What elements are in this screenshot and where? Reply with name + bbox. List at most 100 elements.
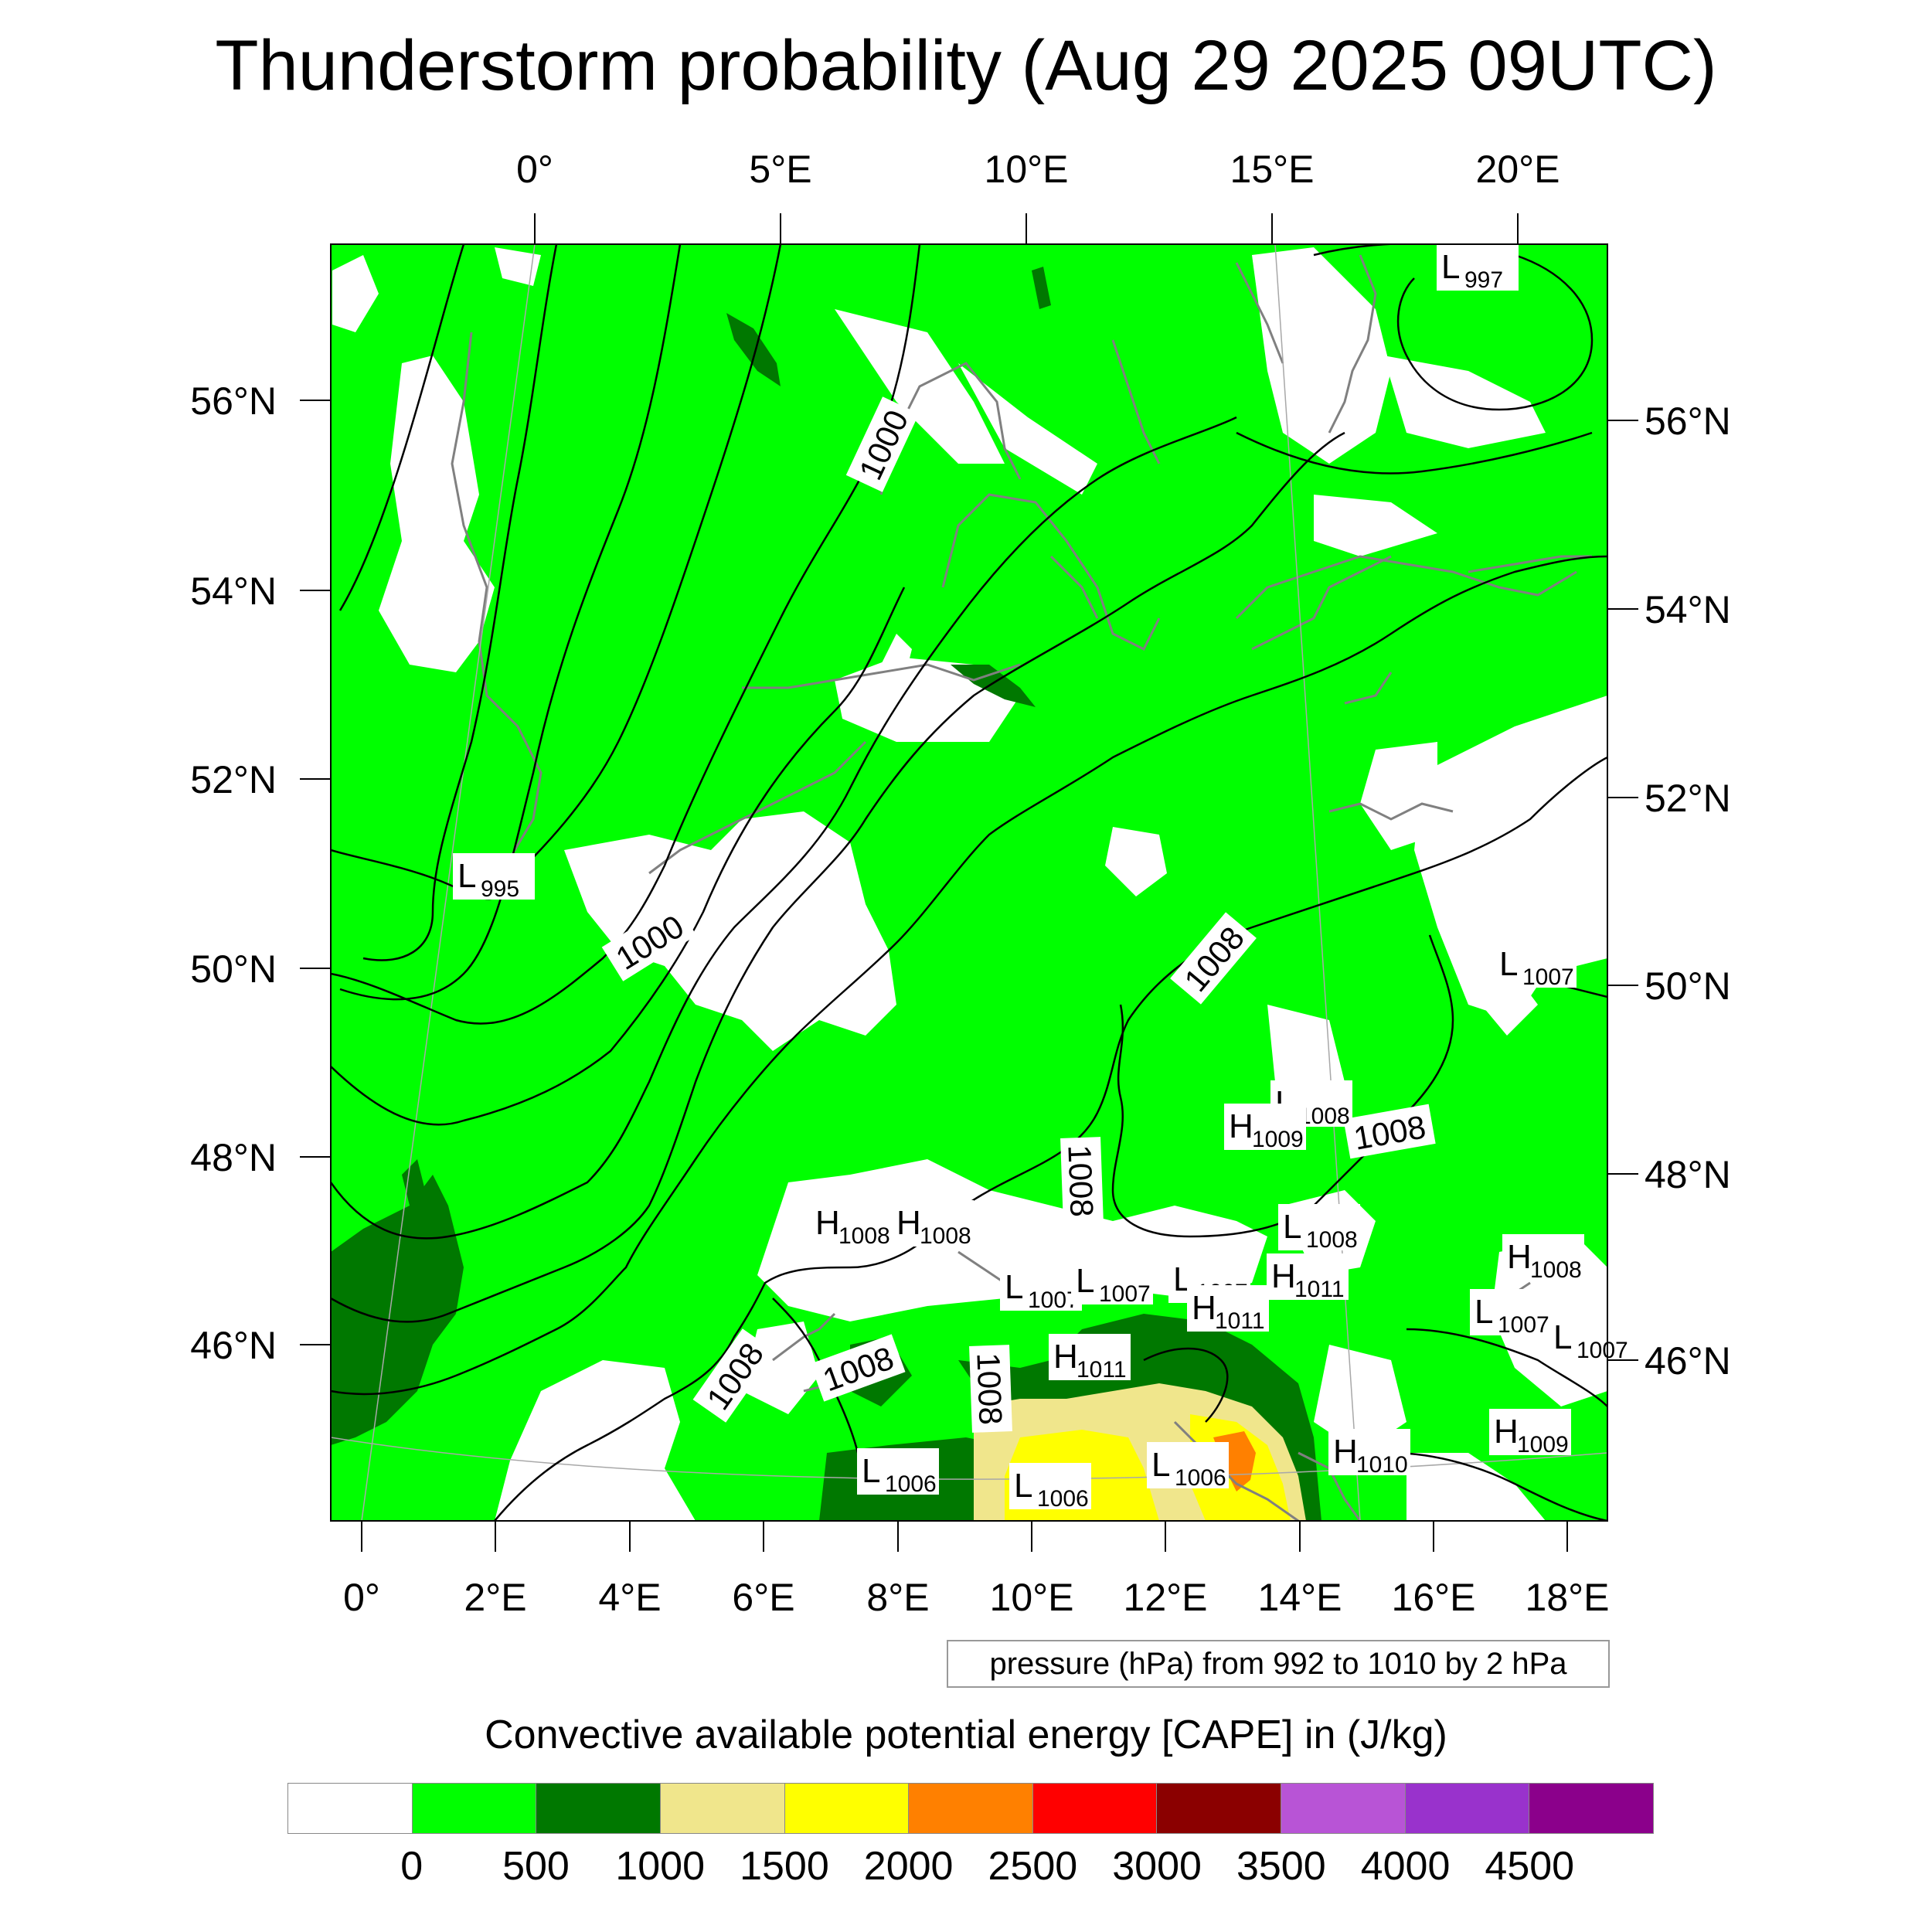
coastline — [1111, 339, 1161, 464]
bottom-lon-label: 8°E — [866, 1576, 929, 1619]
no-cape-area — [495, 247, 541, 286]
pressure-center-box — [1071, 1258, 1153, 1304]
no-cape-area — [1383, 355, 1546, 448]
isobar-label: 1008 — [1343, 1104, 1436, 1159]
pressure-center-type: H — [1229, 1107, 1253, 1145]
pressure-center-type: L — [1151, 1446, 1170, 1484]
cape-500-1000-area — [1032, 267, 1051, 309]
pressure-center-value: 1011 — [1077, 1357, 1127, 1383]
colorbar-tick-label: 4000 — [1360, 1844, 1451, 1889]
cape-500-1000-area — [951, 665, 1036, 707]
coastline — [1344, 672, 1393, 705]
pressure-center-box — [1009, 1463, 1091, 1509]
coastline — [1328, 254, 1377, 434]
pressure-center-box — [857, 1448, 939, 1495]
pressure-center-value: 1006 — [1175, 1465, 1226, 1491]
pressure-center-type: H — [1053, 1338, 1078, 1376]
isobar-1008 — [1111, 934, 1454, 1238]
bottom-lon-label: 2°E — [464, 1576, 526, 1619]
bottom-longitude-axis: 0° 2°E 4°E 6°E 8°E 10°E 12°E 14°E 16°E 18°E — [343, 1521, 1609, 1619]
coastline — [1235, 262, 1284, 364]
pressure-center-label: L 1008 — [1278, 1204, 1360, 1253]
colorbar-swatch — [1405, 1784, 1530, 1833]
right-lat-label: 48°N — [1645, 1153, 1731, 1196]
bottom-lon-label: 4°E — [598, 1576, 661, 1619]
pressure-center-type: H — [896, 1204, 921, 1242]
right-lat-label: 52°N — [1645, 777, 1731, 820]
colorbar-swatch — [784, 1784, 910, 1833]
colorbar-tick-label: 0 — [400, 1844, 423, 1889]
pressure-center-type: H — [815, 1204, 840, 1242]
bottom-lon-label: 18°E — [1526, 1576, 1610, 1619]
coastline — [648, 740, 867, 875]
isobar-line — [1406, 1328, 1607, 1407]
pressure-center-box — [1049, 1334, 1131, 1380]
pressure-center-value: 1007 — [1099, 1281, 1151, 1307]
no-cape-area — [1406, 1453, 1546, 1521]
coastline — [1049, 555, 1099, 619]
coastline — [1298, 1451, 1362, 1521]
colorbar-swatch — [1529, 1784, 1654, 1833]
colorbar-title: Convective available potential energy [C… — [485, 1713, 1447, 1757]
colorbar-swatch — [1157, 1784, 1282, 1833]
right-latitude-axis: 56°N 54°N 52°N 50°N 48°N 46°N — [1607, 400, 1731, 1383]
top-longitude-axis: 0° 5°E 10°E 15°E 20°E — [516, 148, 1560, 244]
pressure-center-type: L — [1014, 1467, 1032, 1505]
pressure-center-type: L — [1441, 248, 1460, 286]
isobar-line — [1390, 1451, 1607, 1521]
isobar-label-text: 1008 — [970, 1352, 1009, 1426]
pressure-center-value: 1007 — [1028, 1287, 1080, 1313]
pressure-center-value: 1008 — [1306, 1227, 1358, 1253]
isobar-line — [331, 431, 1345, 1323]
colorbar-tick-label: 2000 — [863, 1844, 954, 1889]
pressure-center-value: 1006 — [885, 1471, 937, 1497]
isobar-1008 — [494, 756, 1607, 1521]
bottom-lon-label: 12°E — [1124, 1576, 1208, 1619]
bottom-lon-label: 16°E — [1392, 1576, 1476, 1619]
left-lat-label: 50°N — [190, 947, 277, 991]
chart-title: Thunderstorm probability (Aug 29 2025 09… — [215, 26, 1717, 105]
meridian-15e — [1274, 244, 1361, 1521]
isobar-line — [339, 244, 682, 1001]
map-frame — [330, 243, 1608, 1522]
coastline — [957, 1250, 1005, 1284]
pressure-center-value: 997 — [1464, 267, 1503, 293]
pressure-center-value: 1006 — [1037, 1486, 1089, 1512]
bottom-lon-label: 6°E — [732, 1576, 794, 1619]
coastline — [941, 493, 1161, 651]
pressure-center-type: L — [1005, 1268, 1023, 1306]
pressure-center-value: 1008 — [838, 1223, 890, 1249]
pressure-center-type: L — [1076, 1262, 1094, 1300]
colorbar-tick-label: 4500 — [1485, 1844, 1575, 1889]
isobar-label-box — [1170, 912, 1257, 1005]
no-cape-area — [1105, 827, 1167, 896]
isobar-label-box — [969, 1345, 1012, 1433]
pressure-center-value: 1009 — [1252, 1127, 1304, 1152]
pressure-center-value: 995 — [481, 876, 519, 902]
coastline — [1235, 555, 1577, 620]
pressure-center-box — [1328, 1429, 1410, 1475]
pressure-contour-note: pressure (hPa) from 992 to 1010 by 2 hPa — [947, 1640, 1610, 1688]
isobar-label-box — [1343, 1104, 1436, 1159]
no-cape-area — [332, 255, 379, 332]
isobar-line — [331, 587, 906, 1126]
top-lon-label: 0° — [516, 148, 553, 191]
pressure-center-type: L — [862, 1452, 880, 1490]
coastline — [742, 663, 1021, 689]
isobar-label-text: 1008 — [1061, 1145, 1100, 1218]
pressure-center-label: L 1006 — [1147, 1442, 1229, 1491]
colorbar-tick-label: 2500 — [988, 1844, 1078, 1889]
isobars — [331, 244, 1607, 1521]
no-cape-area — [379, 355, 495, 672]
isobar-label: 1008 — [969, 1345, 1012, 1433]
top-lon-label: 5°E — [749, 148, 811, 191]
